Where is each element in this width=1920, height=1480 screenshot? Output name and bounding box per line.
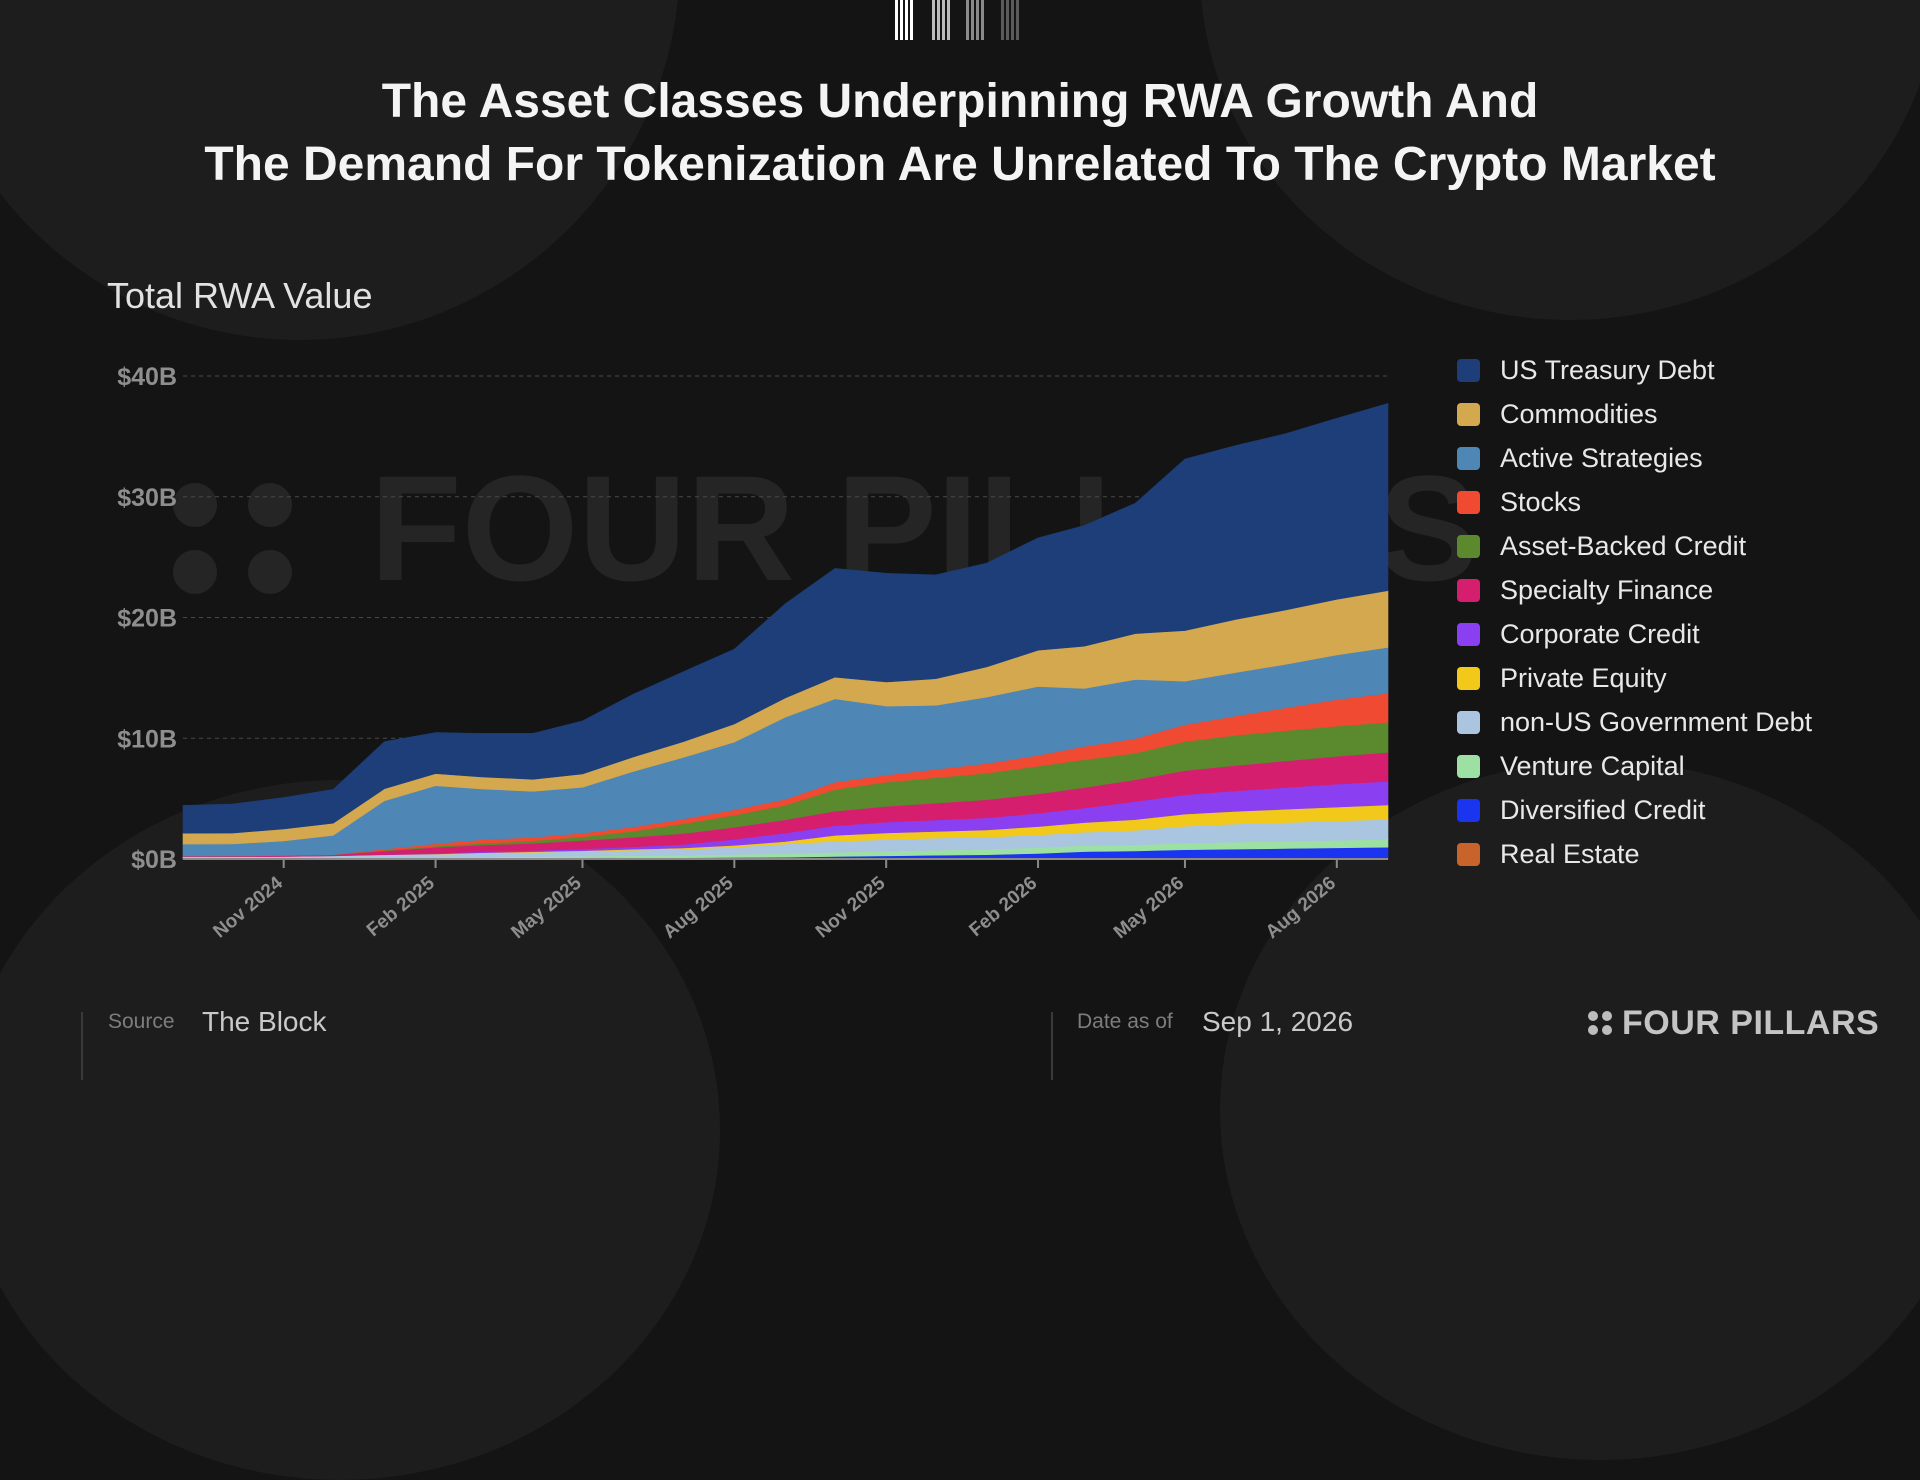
title-line-2: The Demand For Tokenization Are Unrelate… [204,138,1716,191]
legend: US Treasury Debt Commodities Active Strate… [1457,348,1812,876]
legend-label: Commodities [1500,398,1658,429]
legend-label: Corporate Credit [1500,618,1700,649]
x-tick-label: Aug 2025 [659,872,738,943]
legend-item: Asset-Backed Credit [1457,524,1812,568]
x-tick-label: Feb 2025 [363,872,439,941]
legend-item: US Treasury Debt [1457,348,1812,392]
legend-swatch [1457,710,1480,734]
x-tick-label: May 2025 [507,872,586,943]
x-tick-label: Aug 2026 [1262,873,1340,943]
brand-dots-icon [1588,1010,1614,1037]
legend-swatch [1457,842,1480,866]
legend-swatch [1457,622,1480,646]
legend-swatch [1457,402,1480,426]
chart-subtitle: Total RWA Value [107,275,373,316]
legend-item: Active Strategies [1457,436,1812,480]
footer-divider-right [1051,1012,1053,1080]
legend-item: Corporate Credit [1457,612,1812,656]
legend-swatch [1457,798,1480,822]
legend-label: Diversified Credit [1500,794,1706,825]
legend-swatch [1457,534,1480,558]
legend-item: Specialty Finance [1457,568,1812,612]
brand-logo: FOUR PILLARS [1588,1004,1879,1043]
barcode-logo-icon [895,0,1019,40]
legend-label: US Treasury Debt [1500,354,1715,385]
legend-item: Real Estate [1457,832,1812,876]
legend-label: Venture Capital [1500,750,1685,781]
legend-label: Real Estate [1500,838,1640,869]
brand-name: FOUR PILLARS [1622,1004,1880,1042]
x-tick-label: May 2026 [1110,873,1188,943]
legend-swatch [1457,446,1480,470]
date-value: Sep 1, 2026 [1202,1006,1354,1037]
legend-item: Venture Capital [1457,744,1812,788]
page-title: The Asset Classes Underpinning RWA Growt… [0,70,1920,196]
watermark-dots-icon [173,483,292,594]
y-tick-label: $0B [131,846,177,874]
legend-label: Active Strategies [1500,442,1703,473]
legend-item: Stocks [1457,480,1812,524]
legend-swatch [1457,578,1480,602]
legend-item: non-US Government Debt [1457,700,1812,744]
legend-item: Diversified Credit [1457,788,1812,832]
y-tick-label: $30B [117,484,177,512]
legend-item: Private Equity [1457,656,1812,700]
legend-item: Commodities [1457,392,1812,436]
legend-label: non-US Government Debt [1500,706,1813,737]
source-label: Source [108,1010,175,1033]
legend-label: Private Equity [1500,662,1667,693]
x-tick-label: Nov 2025 [812,872,890,942]
title-line-1: The Asset Classes Underpinning RWA Growt… [381,75,1539,128]
source-value: The Block [202,1006,327,1037]
legend-swatch [1457,490,1480,514]
x-tick-label: Feb 2026 [965,873,1041,941]
footer-divider-left [81,1012,83,1080]
legend-label: Asset-Backed Credit [1500,530,1747,561]
legend-label: Specialty Finance [1500,574,1714,605]
y-tick-label: $10B [117,725,177,753]
date-label: Date as of [1077,1010,1173,1033]
legend-label: Stocks [1500,486,1582,517]
legend-swatch [1457,666,1480,690]
area-series-us-treasury-debt [182,403,1389,834]
x-tick-label: Nov 2024 [209,872,287,942]
legend-swatch [1457,358,1480,382]
y-tick-label: $20B [117,605,177,633]
legend-swatch [1457,754,1480,778]
y-tick-label: $40B [117,363,177,391]
